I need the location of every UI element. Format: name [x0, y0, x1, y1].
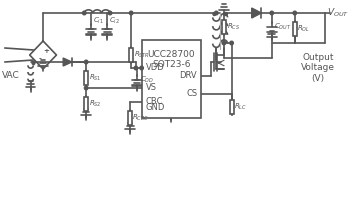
Bar — [222, 20, 226, 34]
Bar — [293, 22, 297, 36]
Text: $R_{S1}$: $R_{S1}$ — [89, 73, 101, 83]
Bar — [142, 40, 201, 118]
Circle shape — [84, 86, 88, 90]
Circle shape — [214, 11, 218, 15]
Text: GND: GND — [145, 104, 165, 113]
Polygon shape — [252, 8, 261, 18]
Text: -: - — [39, 56, 42, 62]
Bar — [84, 71, 88, 85]
Bar — [84, 97, 88, 111]
Circle shape — [32, 62, 35, 64]
Text: $R_{CS}$: $R_{CS}$ — [227, 22, 240, 32]
Bar — [129, 48, 133, 62]
Circle shape — [134, 66, 138, 70]
Text: UCC28700
SOT23-6: UCC28700 SOT23-6 — [147, 50, 195, 69]
Text: $R_{S2}$: $R_{S2}$ — [89, 99, 102, 109]
Text: $R_{LC}$: $R_{LC}$ — [233, 102, 246, 112]
Circle shape — [230, 41, 233, 45]
Text: $C_{OUT}$: $C_{OUT}$ — [274, 22, 291, 32]
Bar — [230, 100, 233, 114]
Circle shape — [82, 11, 86, 15]
Text: VAC: VAC — [2, 71, 20, 80]
Text: $V_{OUT}$: $V_{OUT}$ — [327, 7, 349, 19]
Text: CS: CS — [186, 89, 197, 98]
Text: VDD: VDD — [145, 63, 164, 72]
Circle shape — [130, 11, 133, 15]
Circle shape — [293, 11, 297, 15]
Text: $R_{STR}$: $R_{STR}$ — [134, 50, 150, 60]
Text: $R_{CBC}$: $R_{CBC}$ — [132, 113, 149, 123]
Text: CBC: CBC — [145, 97, 163, 106]
Circle shape — [222, 41, 226, 45]
Circle shape — [224, 13, 227, 16]
Text: +: + — [43, 48, 49, 54]
Text: DRV: DRV — [179, 71, 197, 80]
Circle shape — [108, 11, 112, 15]
Text: $C_{i2}$: $C_{i2}$ — [109, 16, 120, 26]
Text: $R_{OL}$: $R_{OL}$ — [297, 24, 310, 34]
Bar — [128, 111, 132, 125]
Polygon shape — [63, 58, 72, 66]
Circle shape — [213, 13, 216, 16]
Circle shape — [140, 66, 143, 70]
Text: Output
Voltage
(V): Output Voltage (V) — [301, 53, 335, 83]
Circle shape — [84, 60, 88, 64]
Text: $C_{DD}$: $C_{DD}$ — [140, 75, 154, 85]
Circle shape — [270, 11, 273, 15]
Text: $C_{i1}$: $C_{i1}$ — [93, 16, 104, 26]
Text: VS: VS — [145, 84, 157, 92]
